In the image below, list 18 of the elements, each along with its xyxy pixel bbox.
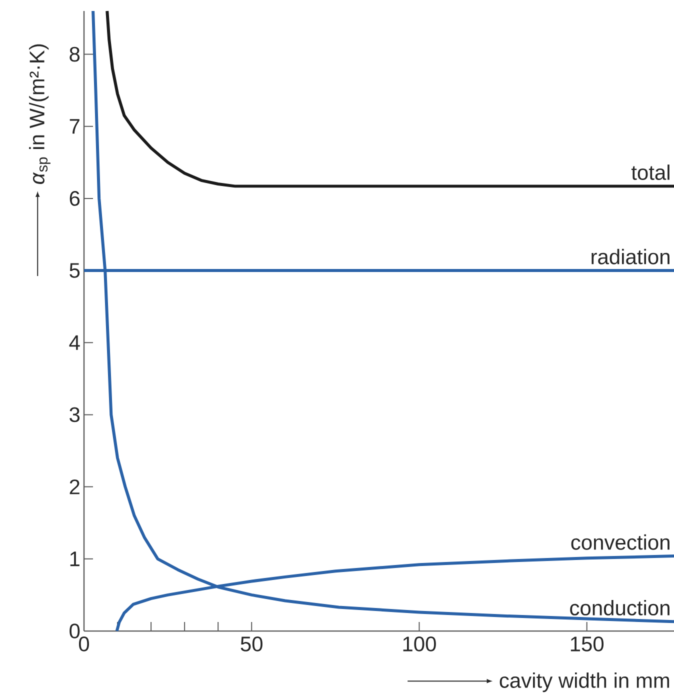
series-label: convection: [571, 534, 670, 550]
y-tick-label: 6: [70, 191, 80, 206]
y-tick-label: 2: [70, 479, 80, 494]
y-tick-label: 4: [69, 335, 80, 350]
series-label: total: [631, 164, 670, 180]
series-label: radiation: [592, 248, 670, 264]
y-tick-label: 7: [70, 119, 80, 134]
y-axis-title: α$_{sp}$ in W/(m²·K): [29, 44, 50, 184]
y-tick-label: 1: [70, 552, 80, 566]
x-axis-title: cavity width in mm: [500, 672, 670, 692]
x-tick-label: 100: [403, 636, 436, 652]
y-tick-label: 3: [70, 407, 80, 422]
y-tick-label: 5: [70, 263, 80, 278]
y-tick-label: 0: [70, 624, 80, 638]
series-label: conduction: [570, 600, 670, 616]
x-tick-label: 150: [570, 636, 604, 652]
x-tick-label: 50: [240, 636, 262, 652]
y-tick-label: 8: [70, 46, 80, 62]
